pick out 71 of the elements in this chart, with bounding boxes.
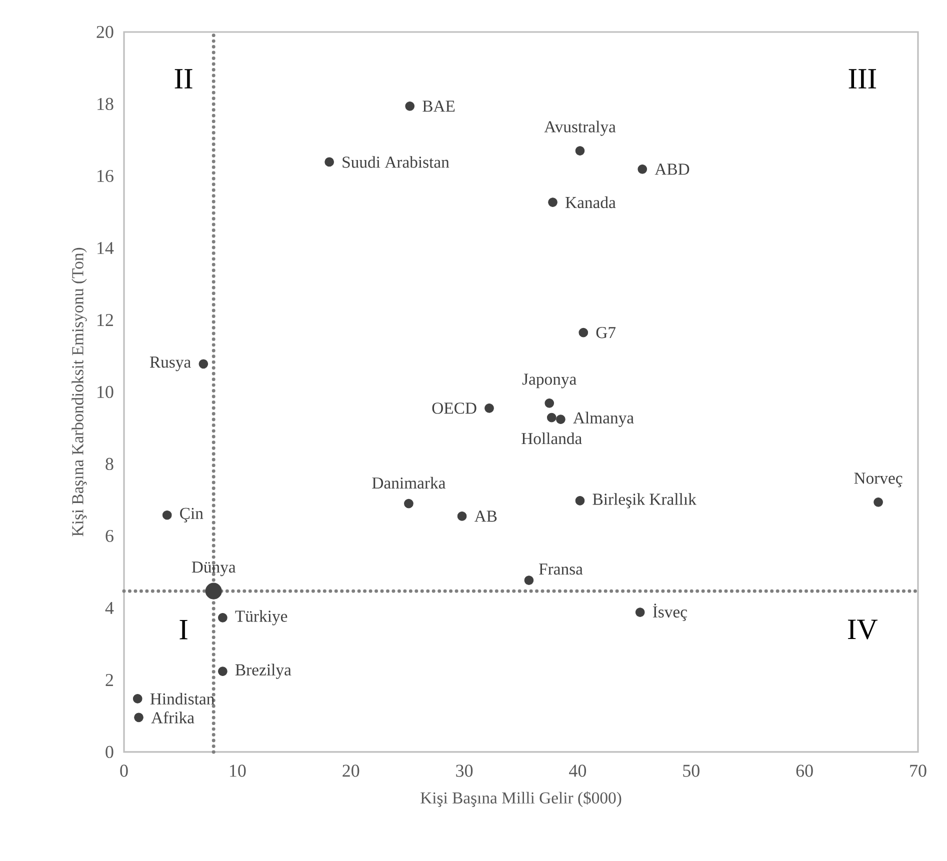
annotation: Hollanda <box>522 432 582 444</box>
point <box>162 510 172 520</box>
point <box>635 608 645 617</box>
y-tick-label: 6 <box>106 530 114 542</box>
annotation: AB <box>474 510 497 522</box>
annotation: I <box>180 620 188 640</box>
y-tick-label: 0 <box>106 746 114 758</box>
y-tick-label: 20 <box>96 26 114 38</box>
point <box>484 404 494 413</box>
point <box>546 412 556 422</box>
annotation: BAE <box>422 100 455 112</box>
point <box>198 359 208 369</box>
annotation: Dünya <box>192 562 236 576</box>
annotation: II <box>174 69 192 88</box>
point <box>457 512 467 521</box>
annotation: Norveç <box>854 472 902 488</box>
x-tick-label: 50 <box>683 764 700 777</box>
y-tick-label: 8 <box>106 458 114 470</box>
x-tick-label: 20 <box>342 764 360 777</box>
point <box>556 414 566 424</box>
annotation: G7 <box>596 326 616 338</box>
annotation: Kanada <box>566 196 616 208</box>
x-tick-label: 40 <box>569 764 586 777</box>
point <box>324 157 334 167</box>
point <box>548 198 558 207</box>
x-tick-label: 60 <box>796 764 813 777</box>
annotation: Afrika <box>151 711 194 724</box>
y-tick-label: 10 <box>98 386 114 398</box>
point <box>218 613 228 622</box>
annotation: Hindistan <box>150 692 214 705</box>
x-axis-title: Kişi Başına Milli Gelir ($000) <box>420 791 622 807</box>
annotation: Japonya <box>522 374 576 388</box>
annotation: IV <box>848 620 878 640</box>
annotation: Birleşik Krallık <box>592 493 696 508</box>
annotation: III <box>848 69 876 88</box>
point <box>578 328 588 338</box>
annotation: Fransa <box>539 564 583 575</box>
x-tick-label: 70 <box>910 764 926 777</box>
point <box>544 398 554 408</box>
annotation: Rusya <box>150 356 191 372</box>
y-tick-label: 18 <box>98 98 114 110</box>
point <box>524 576 534 585</box>
point <box>404 498 414 508</box>
point <box>874 497 883 507</box>
y-tick-label: 2 <box>106 674 113 686</box>
x-tick-label: 10 <box>230 764 246 777</box>
annotation: Türkiye <box>235 610 288 626</box>
annotation: Çin <box>180 508 204 522</box>
x-tick-label: 0 <box>120 764 128 777</box>
annotation: ABD <box>654 164 690 175</box>
point <box>575 496 585 506</box>
point <box>638 164 648 174</box>
x-tick-label: 30 <box>456 764 473 777</box>
annotation: Danimarka <box>372 476 446 489</box>
point <box>405 101 415 111</box>
point <box>218 666 228 676</box>
point <box>134 712 144 722</box>
point <box>205 582 222 600</box>
y-tick-label: 14 <box>98 242 114 254</box>
annotation: Brezilya <box>235 664 292 679</box>
point <box>132 694 142 704</box>
y-tick-label: 16 <box>98 170 114 182</box>
annotation: İsveç <box>652 604 688 621</box>
y-tick-label: 4 <box>105 602 114 614</box>
annotation: Avustralya <box>544 120 616 136</box>
y-axis-title: Kişi Başına Karbondioksit Emisyonu (Ton) <box>72 248 87 536</box>
annotation: Almanya <box>573 412 634 427</box>
y-tick-label: 12 <box>98 314 113 326</box>
annotation: OECD <box>432 402 476 414</box>
annotation: Suudi Arabistan <box>342 156 450 168</box>
point <box>575 146 585 156</box>
